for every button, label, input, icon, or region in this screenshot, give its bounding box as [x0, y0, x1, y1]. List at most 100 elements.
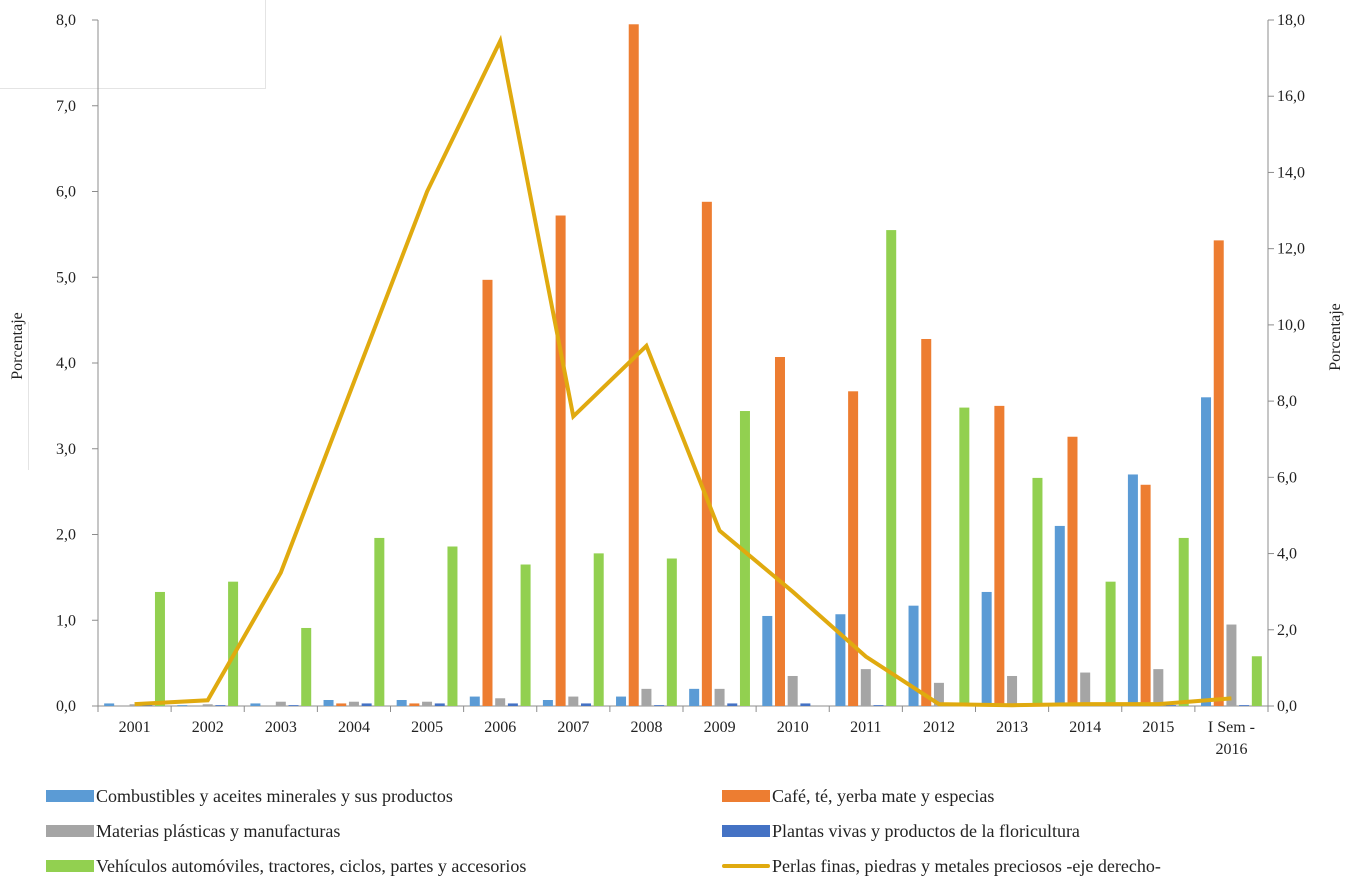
chart-svg: 0,0 1,0 2,0 3,0 4,0 5,0 6,0 7,0 8,0 0,0 2,0 4,0 6,0 8… [9, 12, 1344, 758]
legend-item: Vehículos automóviles, tractores, ciclos… [46, 853, 526, 879]
bar [641, 688, 652, 706]
bar [1067, 436, 1078, 706]
bar [1178, 537, 1189, 706]
bar [409, 703, 420, 706]
bar [1251, 656, 1262, 706]
bar [835, 614, 846, 706]
y-tick-label-left: 4,0 [56, 355, 76, 372]
legend-item: Combustibles y aceites minerales y sus p… [46, 783, 453, 809]
x-tick-label: 2012 [923, 719, 955, 736]
x-tick-label: 2003 [265, 719, 297, 736]
x-tick-label: 2008 [630, 719, 662, 736]
bar [933, 682, 944, 706]
bar [1032, 477, 1043, 706]
y-tick-label-right: 16,0 [1277, 88, 1305, 105]
x-tick-label: 2005 [411, 719, 443, 736]
legend-label: Perlas finas, piedras y metales precioso… [772, 855, 1161, 876]
x-tick-label: 2007 [557, 719, 589, 736]
bar [908, 605, 919, 706]
bar [154, 591, 165, 706]
bar [1054, 525, 1065, 706]
bar [921, 338, 932, 706]
bar [628, 24, 639, 707]
bar [374, 537, 385, 706]
bar [689, 688, 700, 706]
y-tick-label-left: 5,0 [56, 269, 76, 286]
bar [348, 701, 359, 706]
x-tick-label: 2001 [119, 719, 151, 736]
bar [495, 698, 506, 706]
x-tick-label: 2014 [1069, 719, 1101, 736]
bar [275, 701, 286, 706]
bar [555, 215, 566, 706]
bar [520, 564, 531, 706]
chart: 0,0 1,0 2,0 3,0 4,0 5,0 6,0 7,0 8,0 0,0 2,0 4,0 6,0 8… [0, 0, 1344, 758]
bar [1080, 672, 1091, 706]
y-axis-title-right: Porcentaje [1327, 303, 1344, 371]
bar [774, 356, 785, 706]
legend-swatch [722, 790, 770, 802]
tick-labels: 0,0 1,0 2,0 3,0 4,0 5,0 6,0 7,0 8,0 0,0 2,0 4,0 6,0 8… [56, 12, 1305, 758]
y-tick-label-left: 1,0 [56, 612, 76, 629]
legend-label: Combustibles y aceites minerales y sus p… [96, 785, 453, 806]
x-tick-label: 2013 [996, 719, 1028, 736]
bar [616, 696, 627, 706]
legend-label: Café, té, yerba mate y especias [772, 785, 995, 806]
bar [507, 703, 518, 706]
bar [1007, 675, 1018, 706]
x-tick-label: 2009 [704, 719, 736, 736]
bar [581, 703, 592, 706]
legend-label: Plantas vivas y productos de la floricul… [772, 820, 1080, 841]
bar [177, 705, 188, 706]
bar [301, 627, 312, 706]
legend-swatch [46, 825, 94, 837]
bar [593, 553, 604, 706]
bar [202, 704, 213, 706]
bar [361, 703, 372, 706]
bar [666, 558, 677, 706]
bar [873, 705, 884, 706]
x-tick-label: 2015 [1142, 719, 1174, 736]
legend-label: Vehículos automóviles, tractores, ciclos… [96, 855, 527, 876]
y-tick-label-right: 4,0 [1277, 546, 1297, 563]
bar [800, 703, 811, 706]
y-tick-label-right: 12,0 [1277, 241, 1305, 258]
bar [1226, 624, 1237, 706]
x-tick-label: 2004 [338, 719, 370, 736]
bar [482, 279, 493, 706]
bar [142, 705, 153, 706]
axes [92, 19, 1274, 712]
y-tick-label-left: 8,0 [56, 12, 76, 29]
series-line-perlas [134, 34, 1232, 708]
bar [1153, 669, 1164, 706]
bar [129, 704, 140, 706]
bar [860, 669, 871, 706]
y-tick-label-left: 2,0 [56, 527, 76, 544]
y-tick-label-right: 0,0 [1277, 698, 1297, 715]
y-tick-label-left: 6,0 [56, 184, 76, 201]
y-axis-title-left: Porcentaje [9, 312, 26, 380]
bar [1201, 397, 1212, 706]
bar [469, 696, 480, 706]
legend-swatch [722, 864, 770, 868]
x-tick-label: 2010 [777, 719, 809, 736]
bar [288, 705, 299, 706]
y-tick-label-right: 6,0 [1277, 469, 1297, 486]
bar [228, 581, 239, 706]
y-tick-label-right: 2,0 [1277, 622, 1297, 639]
bar [739, 411, 750, 706]
bar [994, 405, 1005, 706]
bar [396, 699, 407, 706]
bar [959, 407, 970, 706]
bar [886, 230, 897, 706]
y-tick-label-right: 8,0 [1277, 393, 1297, 410]
legend: Combustibles y aceites minerales y sus p… [0, 780, 1352, 879]
bar [1127, 474, 1138, 706]
bar [654, 705, 665, 706]
legend-label: Materias plásticas y manufacturas [96, 820, 341, 841]
y-tick-label-left: 0,0 [56, 698, 76, 715]
bar [568, 696, 579, 706]
legend-swatch [46, 860, 94, 872]
y-tick-label-left: 7,0 [56, 98, 76, 115]
bar [336, 703, 347, 706]
